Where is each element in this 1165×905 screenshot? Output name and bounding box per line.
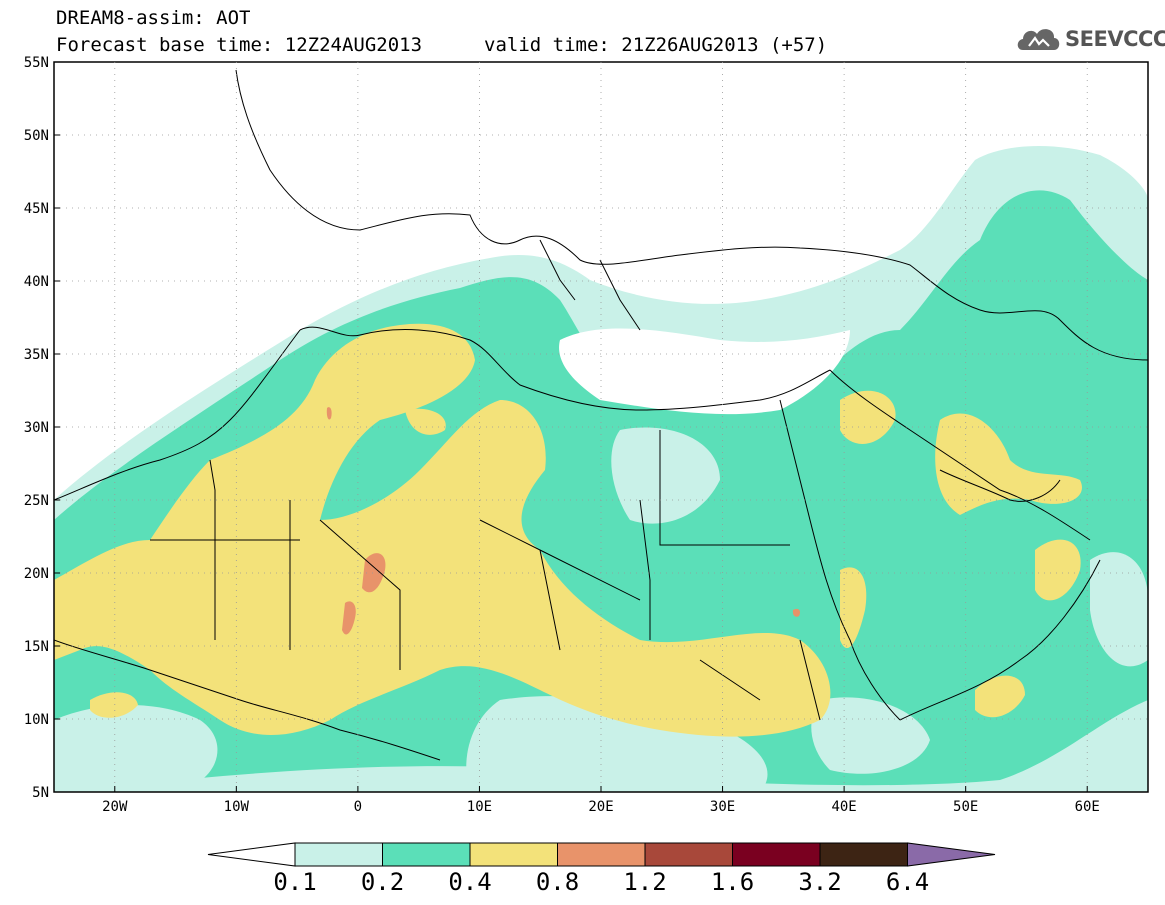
aot-contour-0.4 [54, 323, 831, 737]
forecast-base-time: Forecast base time: 12Z24AUG2013 [56, 34, 423, 56]
colorbar-box [382, 842, 471, 867]
aot-field [54, 62, 1148, 792]
lat-tick-label: 55N [24, 55, 49, 71]
lat-tick-label: 20N [24, 566, 49, 582]
colorbar-label: 6.4 [885, 868, 930, 896]
valid-time: valid time: 21Z26AUG2013 (+57) [484, 34, 828, 56]
colorbar-box [732, 842, 821, 867]
lon-tick-label: 60E [1075, 799, 1100, 815]
colorbar [207, 842, 996, 867]
colorbar-box [557, 842, 646, 867]
lat-tick-label: 40N [24, 274, 49, 290]
lon-tick-label: 30E [710, 799, 735, 815]
lon-tick-label: 20E [588, 799, 613, 815]
colorbar-low-arrow [207, 842, 296, 867]
lat-tick-label: 5N [32, 785, 49, 801]
colorbar-box [469, 842, 558, 867]
colorbar-label: 0.2 [360, 868, 405, 896]
lat-tick-label: 50N [24, 128, 49, 144]
longitude-labels: 20W 10W 0 10E 20E 30E 40E 50E 60E [102, 786, 1100, 815]
colorbar-label: 1.2 [623, 868, 667, 896]
gridlines [54, 62, 1148, 792]
cloud-icon [1017, 29, 1060, 50]
colorbar-label: 0.8 [535, 868, 580, 896]
lat-tick-label: 35N [24, 347, 49, 363]
colorbar-high-arrow [907, 842, 996, 867]
coastlines [54, 69, 1148, 761]
logo-text: SEEVCCC [1065, 27, 1165, 51]
colorbar-label: 3.2 [798, 868, 842, 896]
latitude-labels: 5N 10N 15N 20N 25N 30N 35N 40N 45N 50N 55N [24, 55, 60, 801]
lat-tick-label: 15N [24, 639, 49, 655]
map-title: DREAM8-assim: AOT [56, 7, 251, 29]
colorbar-label: 0.4 [448, 868, 492, 896]
seevccc-logo: SEEVCCC [1015, 22, 1165, 54]
colorbar-label: 0.1 [273, 868, 317, 896]
colorbar-box [644, 842, 733, 867]
colorbar-box [294, 842, 383, 867]
lon-tick-label: 20W [102, 799, 128, 815]
colorbar-box [819, 842, 908, 867]
lon-tick-label: 50E [953, 799, 978, 815]
lon-tick-label: 0 [354, 799, 362, 815]
lat-tick-label: 25N [24, 493, 49, 509]
lon-tick-label: 40E [831, 799, 856, 815]
aot-contour-0.8 [362, 553, 386, 593]
lat-tick-label: 45N [24, 201, 49, 217]
lat-tick-label: 30N [24, 420, 49, 436]
colorbar-label: 1.6 [710, 868, 755, 896]
lon-tick-label: 10E [467, 799, 492, 815]
lon-tick-label: 10W [224, 799, 250, 815]
lat-tick-label: 10N [24, 712, 49, 728]
